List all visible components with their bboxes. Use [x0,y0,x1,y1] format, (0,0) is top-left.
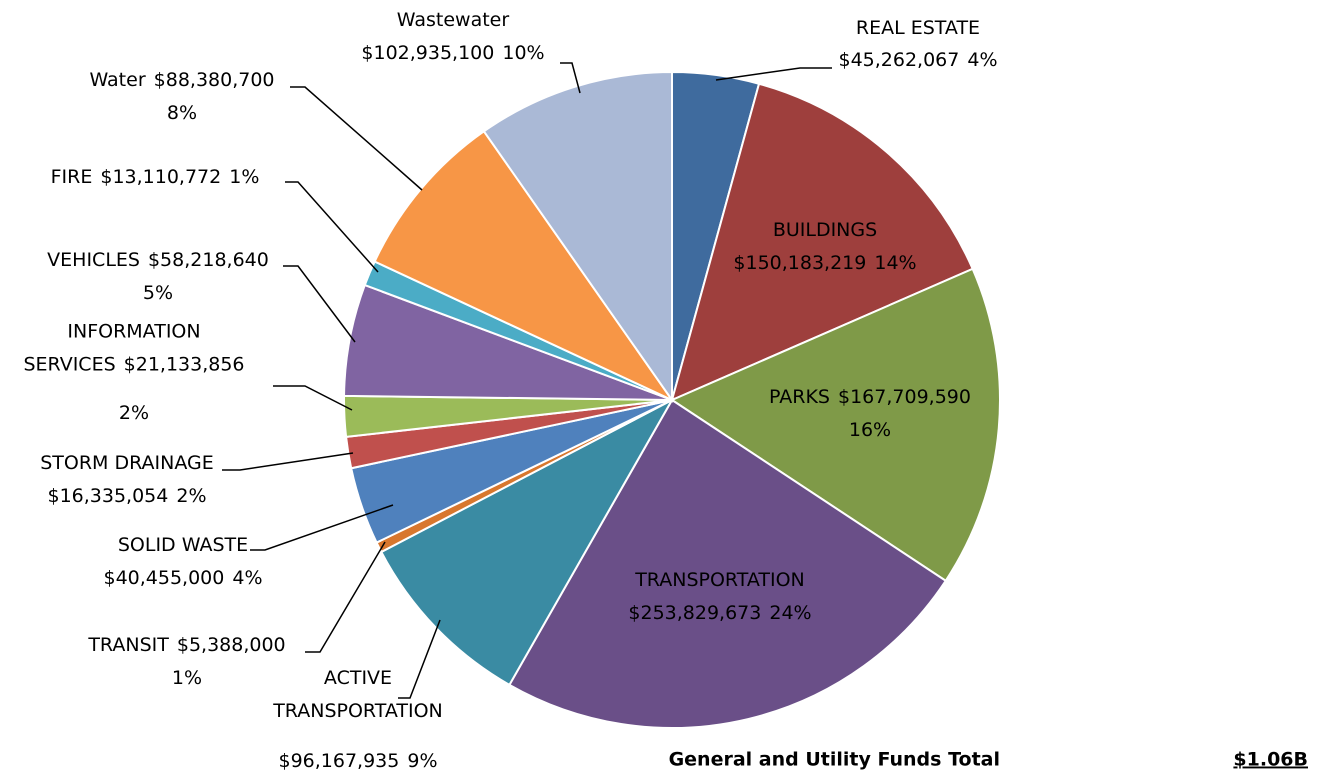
slice-label: 5% [143,282,173,304]
leader-line [283,265,356,343]
category-label: TRANSPORTATION [634,569,805,591]
percent-label: 2% [176,485,206,507]
category-label: SERVICES [23,353,115,375]
total-value: $1.06B [1233,749,1308,771]
slice-label: $102,935,100 10% [361,42,544,64]
value-label: $16,335,054 [47,485,168,507]
slice-label: SOLID WASTE [118,534,248,556]
percent-label: 10% [502,42,544,64]
slice-label: $96,167,935 9% [278,750,437,772]
leader-line [250,504,394,551]
category-label: PARKS [769,386,830,408]
category-label: Wastewater [397,9,510,31]
total-label: General and Utility Funds Total [669,749,1000,771]
slice-label: 8% [167,102,197,124]
pie-slice [508,398,948,729]
category-label: VEHICLES [47,249,140,271]
slice-label: STORM DRAINAGE [40,452,214,474]
category-label: Water [89,69,145,91]
slice-label: INFORMATION SERVICES $21,133,856 [23,320,244,375]
category-label: FIRE [51,166,93,188]
leader-line [398,619,441,699]
slice-label: 16% [849,419,891,441]
leader-line [715,67,832,81]
value-label: $21,133,856 [124,353,245,375]
percent-label: 2% [119,402,149,424]
slice-label: VEHICLES $58,218,640 [47,249,269,271]
slice-label: $45,262,067 4% [838,49,997,71]
slice-label: $150,183,219 14% [733,252,916,274]
category-label: STORM DRAINAGE [40,452,214,474]
percent-label: 4% [232,567,262,589]
category-label: TRANSPORTATION [272,700,443,722]
slice-label: PARKS $167,709,590 [769,386,971,408]
pie-slice [670,82,974,402]
leader-line [290,86,423,191]
category-label: TRANSIT [87,634,169,656]
category-label: INFORMATION [67,320,200,342]
slice-label: $16,335,054 2% [47,485,206,507]
percent-label: 4% [967,49,997,71]
leader-line [560,62,581,94]
percent-label: 24% [769,602,811,624]
value-label: $40,455,000 [103,567,224,589]
pie-slice [379,397,675,687]
percent-label: 1% [172,667,202,689]
slice-label: 1% [172,667,202,689]
leader-line [273,385,353,411]
percent-label: 16% [849,419,891,441]
percent-label: 8% [167,102,197,124]
percent-label: 9% [407,750,437,772]
slice-label: TRANSIT $5,388,000 [87,634,285,656]
pie-slice [482,70,673,404]
slice-label: FIRE $13,110,772 1% [51,166,260,188]
percent-label: 1% [229,166,259,188]
value-label: $102,935,100 [361,42,494,64]
value-label: $253,829,673 [628,602,761,624]
value-label: $88,380,700 [154,69,275,91]
value-label: $150,183,219 [733,252,866,274]
pie-slice [669,267,1001,583]
value-label: $5,388,000 [177,634,286,656]
slice-label: Wastewater [397,9,510,31]
value-label: $96,167,935 [278,750,399,772]
slice-label: TRANSPORTATION [634,569,805,591]
value-label: $45,262,067 [838,49,959,71]
value-label: $13,110,772 [100,166,221,188]
category-label: SOLID WASTE [118,534,248,556]
leader-line [222,452,354,471]
slice-label: 2% [119,402,149,424]
category-label: ACTIVE [324,667,392,689]
leader-line [305,541,386,653]
slice-label: $40,455,000 4% [103,567,262,589]
leader-line [285,181,379,273]
percent-label: 5% [143,282,173,304]
slice-label: ACTIVE TRANSPORTATION [272,667,443,722]
value-label: $167,709,590 [838,386,971,408]
slice-label: REAL ESTATE [856,17,980,39]
slice-label: BUILDINGS [773,219,877,241]
category-label: BUILDINGS [773,219,877,241]
slice-label: $253,829,673 24% [628,602,811,624]
value-label: $58,218,640 [148,249,269,271]
slice-label: Water $88,380,700 [89,69,274,91]
category-label: REAL ESTATE [856,17,980,39]
percent-label: 14% [874,252,916,274]
